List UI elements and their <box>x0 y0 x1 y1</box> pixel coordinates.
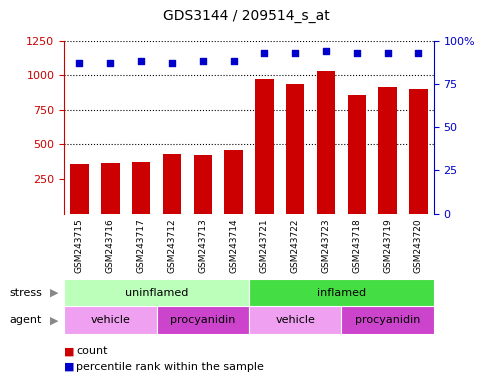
Text: inflamed: inflamed <box>317 288 366 298</box>
Text: count: count <box>76 346 108 356</box>
Point <box>106 60 114 66</box>
Text: GSM243715: GSM243715 <box>75 219 84 273</box>
Text: GSM243713: GSM243713 <box>198 219 207 273</box>
Text: ▶: ▶ <box>50 315 59 325</box>
Text: GSM243712: GSM243712 <box>168 219 176 273</box>
Bar <box>348 95 366 214</box>
Text: percentile rank within the sample: percentile rank within the sample <box>76 362 264 372</box>
Point <box>415 50 423 56</box>
Text: GSM243719: GSM243719 <box>383 219 392 273</box>
Text: vehicle: vehicle <box>90 315 130 325</box>
Point <box>260 50 268 56</box>
Point <box>168 60 176 66</box>
Bar <box>132 162 150 214</box>
Point <box>384 50 391 56</box>
Bar <box>341 306 434 334</box>
Bar <box>224 150 243 214</box>
Point <box>322 48 330 54</box>
Point <box>137 58 145 65</box>
Bar <box>193 156 212 214</box>
Point <box>353 50 361 56</box>
Text: ■: ■ <box>64 362 74 372</box>
Bar <box>378 87 397 214</box>
Text: uninflamed: uninflamed <box>125 288 188 298</box>
Point <box>230 58 238 65</box>
Point <box>199 58 207 65</box>
Bar <box>286 84 305 214</box>
Text: ■: ■ <box>64 346 74 356</box>
Bar <box>163 154 181 214</box>
Text: GSM243720: GSM243720 <box>414 219 423 273</box>
Bar <box>157 306 249 334</box>
Text: GSM243717: GSM243717 <box>137 219 145 273</box>
Text: GSM243721: GSM243721 <box>260 219 269 273</box>
Bar <box>101 163 119 214</box>
Bar <box>249 279 434 306</box>
Point <box>291 50 299 56</box>
Text: procyanidin: procyanidin <box>170 315 236 325</box>
Bar <box>409 89 427 214</box>
Bar <box>70 164 89 214</box>
Text: procyanidin: procyanidin <box>355 315 421 325</box>
Text: GSM243723: GSM243723 <box>321 219 330 273</box>
Bar <box>64 306 157 334</box>
Text: ▶: ▶ <box>50 288 59 298</box>
Text: GSM243716: GSM243716 <box>106 219 115 273</box>
Text: vehicle: vehicle <box>275 315 315 325</box>
Point <box>75 60 83 66</box>
Text: GDS3144 / 209514_s_at: GDS3144 / 209514_s_at <box>163 10 330 23</box>
Bar <box>64 279 249 306</box>
Bar <box>255 79 274 214</box>
Text: agent: agent <box>10 315 42 325</box>
Text: stress: stress <box>10 288 43 298</box>
Bar <box>249 306 341 334</box>
Text: GSM243722: GSM243722 <box>291 219 300 273</box>
Text: GSM243714: GSM243714 <box>229 219 238 273</box>
Text: GSM243718: GSM243718 <box>352 219 361 273</box>
Bar <box>317 71 335 214</box>
